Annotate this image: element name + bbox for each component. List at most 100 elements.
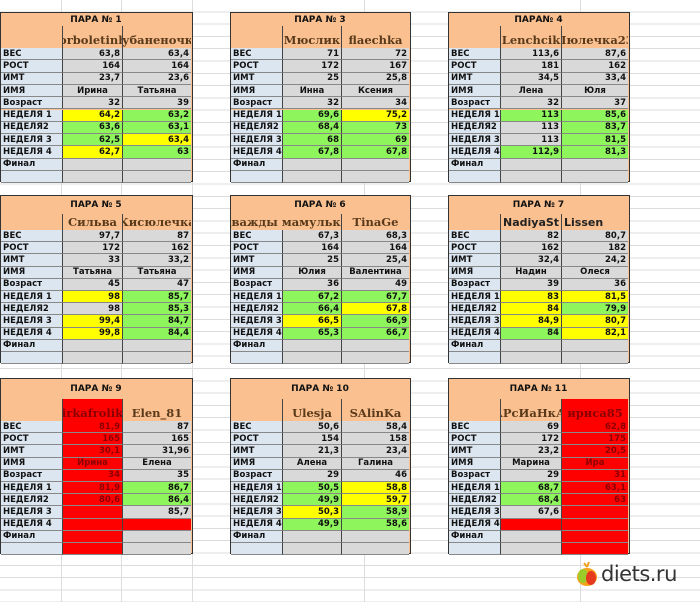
value-cell[interactable]: 162 — [123, 242, 191, 255]
value-cell[interactable]: 63 — [123, 146, 191, 159]
value-cell[interactable]: 32 — [501, 97, 562, 110]
participant-name[interactable]: Elen_81 — [123, 399, 191, 421]
value-cell[interactable]: Алена — [283, 457, 342, 470]
value-cell[interactable]: 182 — [562, 242, 628, 255]
value-cell[interactable]: 68,3 — [342, 230, 409, 243]
value-cell[interactable] — [501, 158, 562, 171]
value-cell[interactable]: 39 — [501, 278, 562, 291]
value-cell[interactable] — [562, 518, 628, 531]
value-cell[interactable]: Татьяна — [123, 84, 191, 98]
value-cell[interactable] — [342, 352, 409, 365]
value-cell[interactable]: 25,8 — [342, 72, 409, 85]
value-cell[interactable]: 23,4 — [342, 445, 409, 458]
value-cell[interactable]: 63,1 — [562, 482, 628, 495]
value-cell[interactable]: 59,7 — [342, 494, 409, 507]
value-cell[interactable]: 49,9 — [283, 494, 342, 507]
value-cell[interactable]: 23,6 — [123, 72, 191, 85]
value-cell[interactable]: 164 — [283, 242, 342, 255]
value-cell[interactable] — [63, 543, 123, 556]
participant-name[interactable]: Мюслик — [283, 26, 342, 48]
value-cell[interactable]: 62,8 — [562, 421, 628, 434]
participant-name[interactable]: ириса85 — [562, 399, 628, 421]
value-cell[interactable] — [283, 171, 342, 184]
value-cell[interactable] — [562, 339, 628, 352]
participant-name[interactable]: МАРсИаНкА_Я — [501, 399, 562, 421]
value-cell[interactable]: 29 — [283, 469, 342, 482]
value-cell[interactable]: 30,1 — [63, 445, 123, 458]
value-cell[interactable]: 82,1 — [562, 327, 628, 340]
name-label-cell[interactable] — [449, 214, 501, 230]
value-cell[interactable]: 99,4 — [63, 315, 123, 328]
value-cell[interactable] — [562, 530, 628, 543]
participant-name[interactable]: Сильва — [63, 214, 123, 230]
value-cell[interactable]: 68,4 — [501, 494, 562, 507]
participant-name[interactable]: Рубаненочка — [123, 26, 191, 48]
value-cell[interactable]: 69,6 — [283, 109, 342, 122]
value-cell[interactable]: 67,8 — [283, 146, 342, 159]
value-cell[interactable]: Галина — [342, 457, 409, 470]
name-label-cell[interactable] — [1, 399, 63, 421]
value-cell[interactable]: 29 — [501, 469, 562, 482]
value-cell[interactable]: 85,7 — [123, 506, 191, 519]
participant-name[interactable]: irkafrolik — [63, 399, 123, 421]
value-cell[interactable] — [283, 339, 342, 352]
value-cell[interactable]: Надин — [501, 266, 562, 279]
value-cell[interactable]: 84,7 — [123, 315, 191, 328]
value-cell[interactable]: 113 — [501, 109, 562, 122]
value-cell[interactable] — [63, 530, 123, 543]
value-cell[interactable]: 36 — [562, 278, 628, 291]
value-cell[interactable]: Валентина — [342, 266, 409, 279]
name-label-cell[interactable] — [1, 26, 63, 48]
value-cell[interactable]: 81,3 — [562, 146, 628, 159]
value-cell[interactable] — [342, 339, 409, 352]
value-cell[interactable] — [63, 171, 123, 184]
value-cell[interactable]: 80,7 — [562, 315, 628, 328]
value-cell[interactable]: 25 — [283, 254, 342, 267]
value-cell[interactable]: 49 — [342, 278, 409, 291]
value-cell[interactable]: 68,7 — [501, 482, 562, 495]
value-cell[interactable]: 34,5 — [501, 72, 562, 85]
value-cell[interactable]: 20,5 — [562, 445, 628, 458]
value-cell[interactable]: 31,96 — [123, 445, 191, 458]
value-cell[interactable] — [123, 543, 191, 556]
value-cell[interactable] — [501, 352, 562, 365]
value-cell[interactable]: Лена — [501, 84, 562, 98]
value-cell[interactable]: 72 — [342, 48, 409, 61]
value-cell[interactable]: 35 — [123, 469, 191, 482]
participant-name[interactable]: Lenchcik — [501, 26, 562, 48]
value-cell[interactable] — [63, 518, 123, 531]
participant-name[interactable]: TinaGe — [342, 214, 409, 230]
participant-name[interactable]: дважды мамулька — [231, 214, 342, 230]
value-cell[interactable]: 165 — [123, 433, 191, 446]
value-cell[interactable]: 50,5 — [283, 482, 342, 495]
value-cell[interactable]: Елена — [123, 457, 191, 470]
value-cell[interactable]: 63,6 — [63, 121, 123, 135]
value-cell[interactable]: 50,6 — [283, 421, 342, 434]
value-cell[interactable]: 62,7 — [63, 146, 123, 159]
value-cell[interactable]: 81,5 — [562, 134, 628, 147]
value-cell[interactable] — [123, 339, 191, 352]
value-cell[interactable]: 81,9 — [63, 482, 123, 495]
value-cell[interactable]: 58,9 — [342, 506, 409, 519]
value-cell[interactable]: 97,7 — [63, 230, 123, 243]
value-cell[interactable]: 80,6 — [63, 494, 123, 507]
value-cell[interactable] — [562, 158, 628, 171]
value-cell[interactable]: 63,8 — [63, 48, 123, 61]
value-cell[interactable]: 79,9 — [562, 303, 628, 316]
value-cell[interactable]: 67,2 — [283, 291, 342, 304]
value-cell[interactable] — [123, 518, 191, 531]
value-cell[interactable] — [501, 530, 562, 543]
value-cell[interactable]: 73 — [342, 121, 409, 135]
value-cell[interactable]: 113 — [501, 121, 562, 135]
value-cell[interactable]: 84 — [501, 303, 562, 316]
value-cell[interactable] — [63, 352, 123, 365]
value-cell[interactable]: 33 — [63, 254, 123, 267]
value-cell[interactable]: 21,3 — [283, 445, 342, 458]
value-cell[interactable]: 113 — [501, 134, 562, 147]
value-cell[interactable]: 85,7 — [123, 291, 191, 304]
value-cell[interactable]: 62,5 — [63, 134, 123, 147]
value-cell[interactable]: 63,2 — [123, 109, 191, 122]
value-cell[interactable]: 162 — [501, 242, 562, 255]
value-cell[interactable]: 158 — [342, 433, 409, 446]
value-cell[interactable] — [123, 352, 191, 365]
